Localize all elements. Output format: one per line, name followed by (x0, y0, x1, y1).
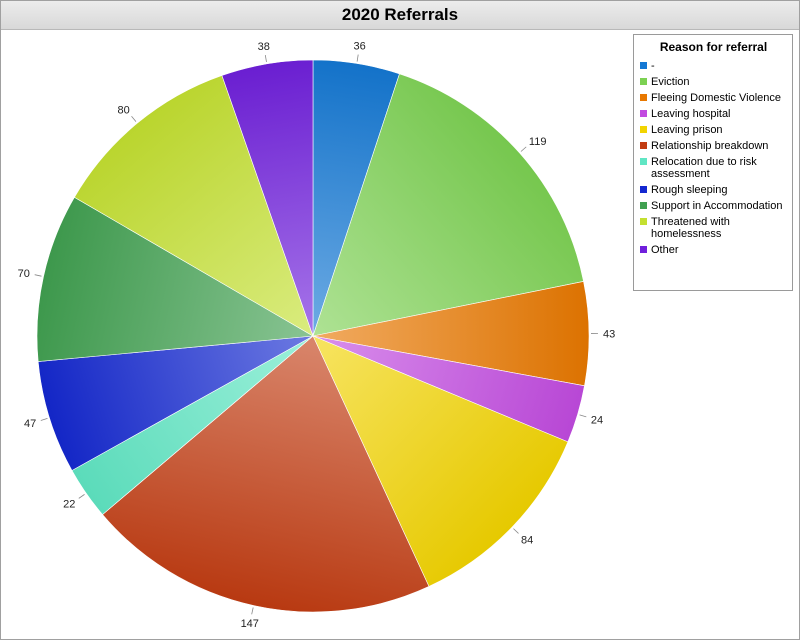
legend-swatch (640, 78, 647, 85)
pie-slice-eviction[interactable] (312, 73, 584, 337)
value-label-relocation-due-to-risk-assessment: 22 (63, 499, 75, 511)
legend-label: Rough sleeping (651, 184, 728, 196)
pie-leader-lines (34, 54, 598, 615)
pie-slice-rough-sleeping[interactable] (37, 335, 314, 471)
legend-swatch (640, 218, 647, 225)
leader-line-other (264, 54, 267, 62)
legend-item-support-in-accommodation[interactable]: Support in Accommodation (639, 200, 788, 212)
value-label-leaving-hospital: 24 (591, 414, 603, 426)
legend-label: Fleeing Domestic Violence (651, 92, 782, 104)
legend-swatch (640, 62, 647, 69)
value-label-support-in-accommodation: 70 (18, 268, 30, 280)
value-label-rough-sleeping: 47 (24, 418, 36, 430)
value-label-eviction: 119 (529, 136, 547, 148)
legend-label: Relationship breakdown (651, 140, 769, 152)
pie-slice-support-in-accommodation[interactable] (36, 196, 314, 362)
legend-item-relationship-breakdown[interactable]: Relationship breakdown (639, 140, 788, 152)
value-label-dash: 36 (354, 41, 366, 53)
legend-title: Reason for referral (659, 40, 768, 54)
legend-item-rough-sleeping[interactable]: Rough sleeping (639, 184, 788, 196)
legend-item-other[interactable]: Other (639, 244, 788, 256)
legend-label: Leaving hospital (651, 108, 731, 120)
value-label-fleeing-domestic-violence: 43 (603, 328, 615, 340)
leader-line-relocation-due-to-risk-assessment (78, 494, 85, 499)
value-label-leaving-prison: 84 (521, 535, 533, 547)
pie-slice-other[interactable] (221, 59, 314, 337)
value-label-relationship-breakdown: 147 (241, 618, 259, 630)
leader-line-threatened-with-homelessness (131, 115, 137, 122)
legend-swatch (640, 246, 647, 253)
legend-label: Leaving prison (651, 124, 723, 136)
legend-swatch (640, 186, 647, 193)
legend: Reason for referral - Eviction Fleeing Dom… (633, 34, 793, 291)
legend-item-threatened-with-homelessness[interactable]: Threatened with homelessness (639, 216, 788, 240)
leader-line-dash (356, 54, 359, 62)
leader-line-leaving-prison (513, 528, 519, 534)
legend-swatch (640, 158, 647, 165)
legend-label: Relocation due to risk assessment (651, 156, 757, 180)
legend-label: Other (651, 244, 679, 256)
leader-line-rough-sleeping (40, 418, 48, 421)
pie-slice-leaving-prison[interactable] (312, 335, 569, 587)
pie-value-labels: 36 119 43 24 84 147 22 47 70 80 38 (18, 41, 616, 630)
leader-line-relationship-breakdown (251, 607, 254, 615)
legend-item-relocation-due-to-risk-assessment[interactable]: Relocation due to risk assessment (639, 156, 788, 180)
legend-item-leaving-prison[interactable]: Leaving prison (639, 124, 788, 136)
legend-item-dash[interactable]: - (639, 60, 788, 72)
legend-label: Support in Accommodation (651, 200, 783, 212)
pie-slice-relationship-breakdown[interactable] (102, 335, 430, 613)
leader-line-leaving-hospital (579, 414, 587, 418)
legend-swatch (640, 202, 647, 209)
legend-swatch (640, 126, 647, 133)
leader-line-support-in-accommodation (34, 274, 42, 277)
legend-item-fleeing-domestic-violence[interactable]: Fleeing Domestic Violence (639, 92, 788, 104)
chart-title: 2020 Referrals (1, 1, 799, 30)
legend-item-eviction[interactable]: Eviction (639, 76, 788, 88)
legend-swatch (640, 110, 647, 117)
legend-label: Threatened with homelessness (651, 216, 730, 240)
leader-line-eviction (520, 146, 527, 152)
pie-slices (36, 59, 590, 613)
legend-item-leaving-hospital[interactable]: Leaving hospital (639, 108, 788, 120)
legend-swatch (640, 142, 647, 149)
value-label-threatened-with-homelessness: 80 (118, 104, 130, 116)
value-label-other: 38 (258, 41, 270, 53)
legend-label: Eviction (651, 76, 690, 88)
legend-swatch (640, 94, 647, 101)
legend-label: - (651, 60, 655, 72)
legend-items: - Eviction Fleeing Domestic Violence Leavin… (639, 60, 788, 256)
pie-slice-threatened-with-homelessness[interactable] (73, 75, 314, 337)
